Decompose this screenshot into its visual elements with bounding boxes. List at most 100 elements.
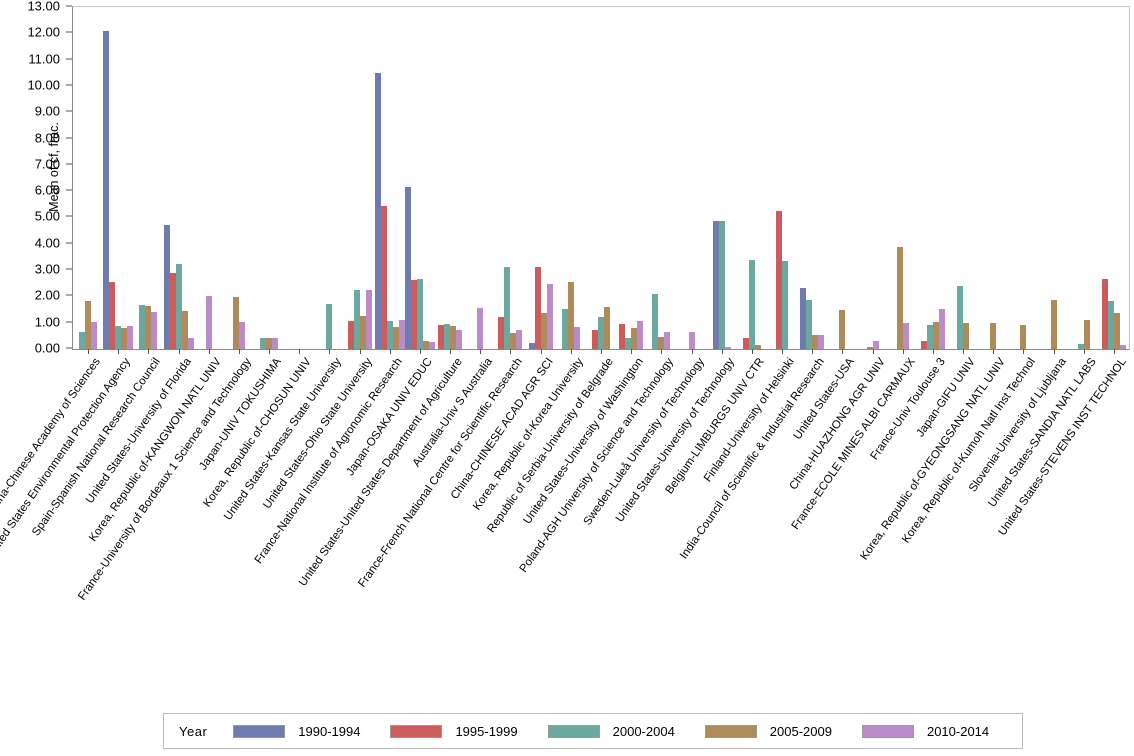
bar <box>932 322 939 349</box>
bar <box>712 220 719 349</box>
bar <box>573 327 580 349</box>
bar <box>540 313 547 349</box>
bar-group <box>827 7 857 349</box>
bar <box>1119 344 1126 349</box>
legend-entry[interactable]: 2010-2014 <box>861 724 989 739</box>
bar <box>353 290 360 349</box>
bar <box>416 279 423 349</box>
bar <box>591 330 598 349</box>
bar <box>238 321 245 349</box>
bar-group <box>194 7 224 349</box>
x-axis-tick-mark <box>540 349 542 354</box>
legend-entry[interactable]: 1990-1994 <box>233 724 360 739</box>
bar <box>688 332 695 349</box>
bar <box>438 324 445 349</box>
x-axis-tick-mark <box>299 349 301 354</box>
bar <box>1050 300 1057 349</box>
bar <box>625 337 632 349</box>
bar-group <box>948 7 978 349</box>
x-axis-tick-mark <box>993 349 995 354</box>
bar-series-container <box>73 7 1129 354</box>
bar-group <box>857 7 887 349</box>
y-axis-tick-label: 8.00 <box>34 130 60 146</box>
bar <box>1107 300 1114 349</box>
bar <box>963 322 970 349</box>
y-axis-tick-label: 11.00 <box>28 51 60 67</box>
bar-group <box>163 7 194 349</box>
bar <box>139 304 146 349</box>
legend-entries: 1990-1994 1995-1999 2000-2004 2005-2009 2010… <box>233 724 1019 739</box>
bar-group <box>978 7 1008 349</box>
legend-entry[interactable]: 2000-2004 <box>547 723 675 739</box>
y-axis-tick-label: 12.00 <box>27 24 60 40</box>
bar <box>115 325 122 349</box>
y-axis-tick-mark <box>66 163 72 165</box>
legend-label: 2000-2004 <box>612 723 675 739</box>
bar <box>79 331 86 349</box>
y-axis-tick-mark <box>66 215 72 217</box>
bar <box>260 337 267 349</box>
bar <box>782 260 789 349</box>
x-axis-tick-mark <box>148 349 150 354</box>
y-axis-tick-label: 0.00 <box>34 340 60 356</box>
bar-group <box>103 7 134 349</box>
legend-entry[interactable]: 2005-2009 <box>704 724 832 739</box>
legend-entry[interactable]: 1995-1999 <box>390 723 518 739</box>
bar <box>1083 320 1090 349</box>
x-axis-tick-mark <box>631 349 633 354</box>
x-axis-tick-mark <box>419 349 421 354</box>
x-axis-tick-mark <box>691 349 693 354</box>
bar <box>990 322 997 349</box>
bar <box>902 322 909 349</box>
legend-swatch <box>547 724 600 738</box>
x-axis-tick-mark <box>510 349 512 354</box>
y-axis-tick-label: 1.00 <box>34 314 60 330</box>
y-axis-tick-mark <box>66 189 72 191</box>
bar-group <box>254 7 284 349</box>
bar <box>1101 279 1108 349</box>
bar <box>516 330 523 349</box>
bar-group <box>616 7 646 349</box>
bar <box>631 327 638 349</box>
legend-swatch <box>233 724 286 738</box>
bar <box>528 343 535 349</box>
bar <box>151 311 158 349</box>
legend-label: 1990-1994 <box>298 723 361 739</box>
y-axis-tick-label: 6.00 <box>34 182 60 198</box>
bar <box>428 341 435 349</box>
bar <box>456 330 463 349</box>
y-axis-tick-label: 5.00 <box>34 208 60 224</box>
bar <box>109 281 116 349</box>
y-axis-tick-mark <box>66 5 72 7</box>
y-axis-tick-mark <box>66 242 72 244</box>
bar <box>812 335 819 349</box>
x-axis-tick-mark <box>1113 349 1115 354</box>
bar <box>597 317 604 349</box>
bar <box>664 331 671 349</box>
bar <box>658 337 665 349</box>
y-axis-tick-mark <box>66 268 72 270</box>
x-axis-tick-mark <box>721 349 723 354</box>
bar-group <box>73 7 103 349</box>
plot-area <box>72 6 1130 354</box>
x-axis-tick-mark <box>118 349 120 354</box>
bar <box>1020 324 1027 349</box>
x-axis-tick-mark <box>329 349 331 354</box>
bar <box>380 205 387 349</box>
bar-group <box>345 7 375 349</box>
bar <box>754 344 761 349</box>
bar <box>546 284 553 349</box>
bar <box>422 341 429 349</box>
legend-label: 1995-1999 <box>455 723 518 739</box>
y-axis-tick-label: 3.00 <box>34 261 60 277</box>
bar <box>181 311 188 349</box>
bar-group <box>374 7 405 349</box>
bar <box>504 266 511 349</box>
y-axis-tick-label: 7.00 <box>34 156 60 172</box>
x-axis-tick-mark <box>238 349 240 354</box>
bar <box>450 326 457 349</box>
bar <box>872 341 879 349</box>
y-axis-tick-label: 10.00 <box>27 77 60 93</box>
bar <box>374 73 381 349</box>
